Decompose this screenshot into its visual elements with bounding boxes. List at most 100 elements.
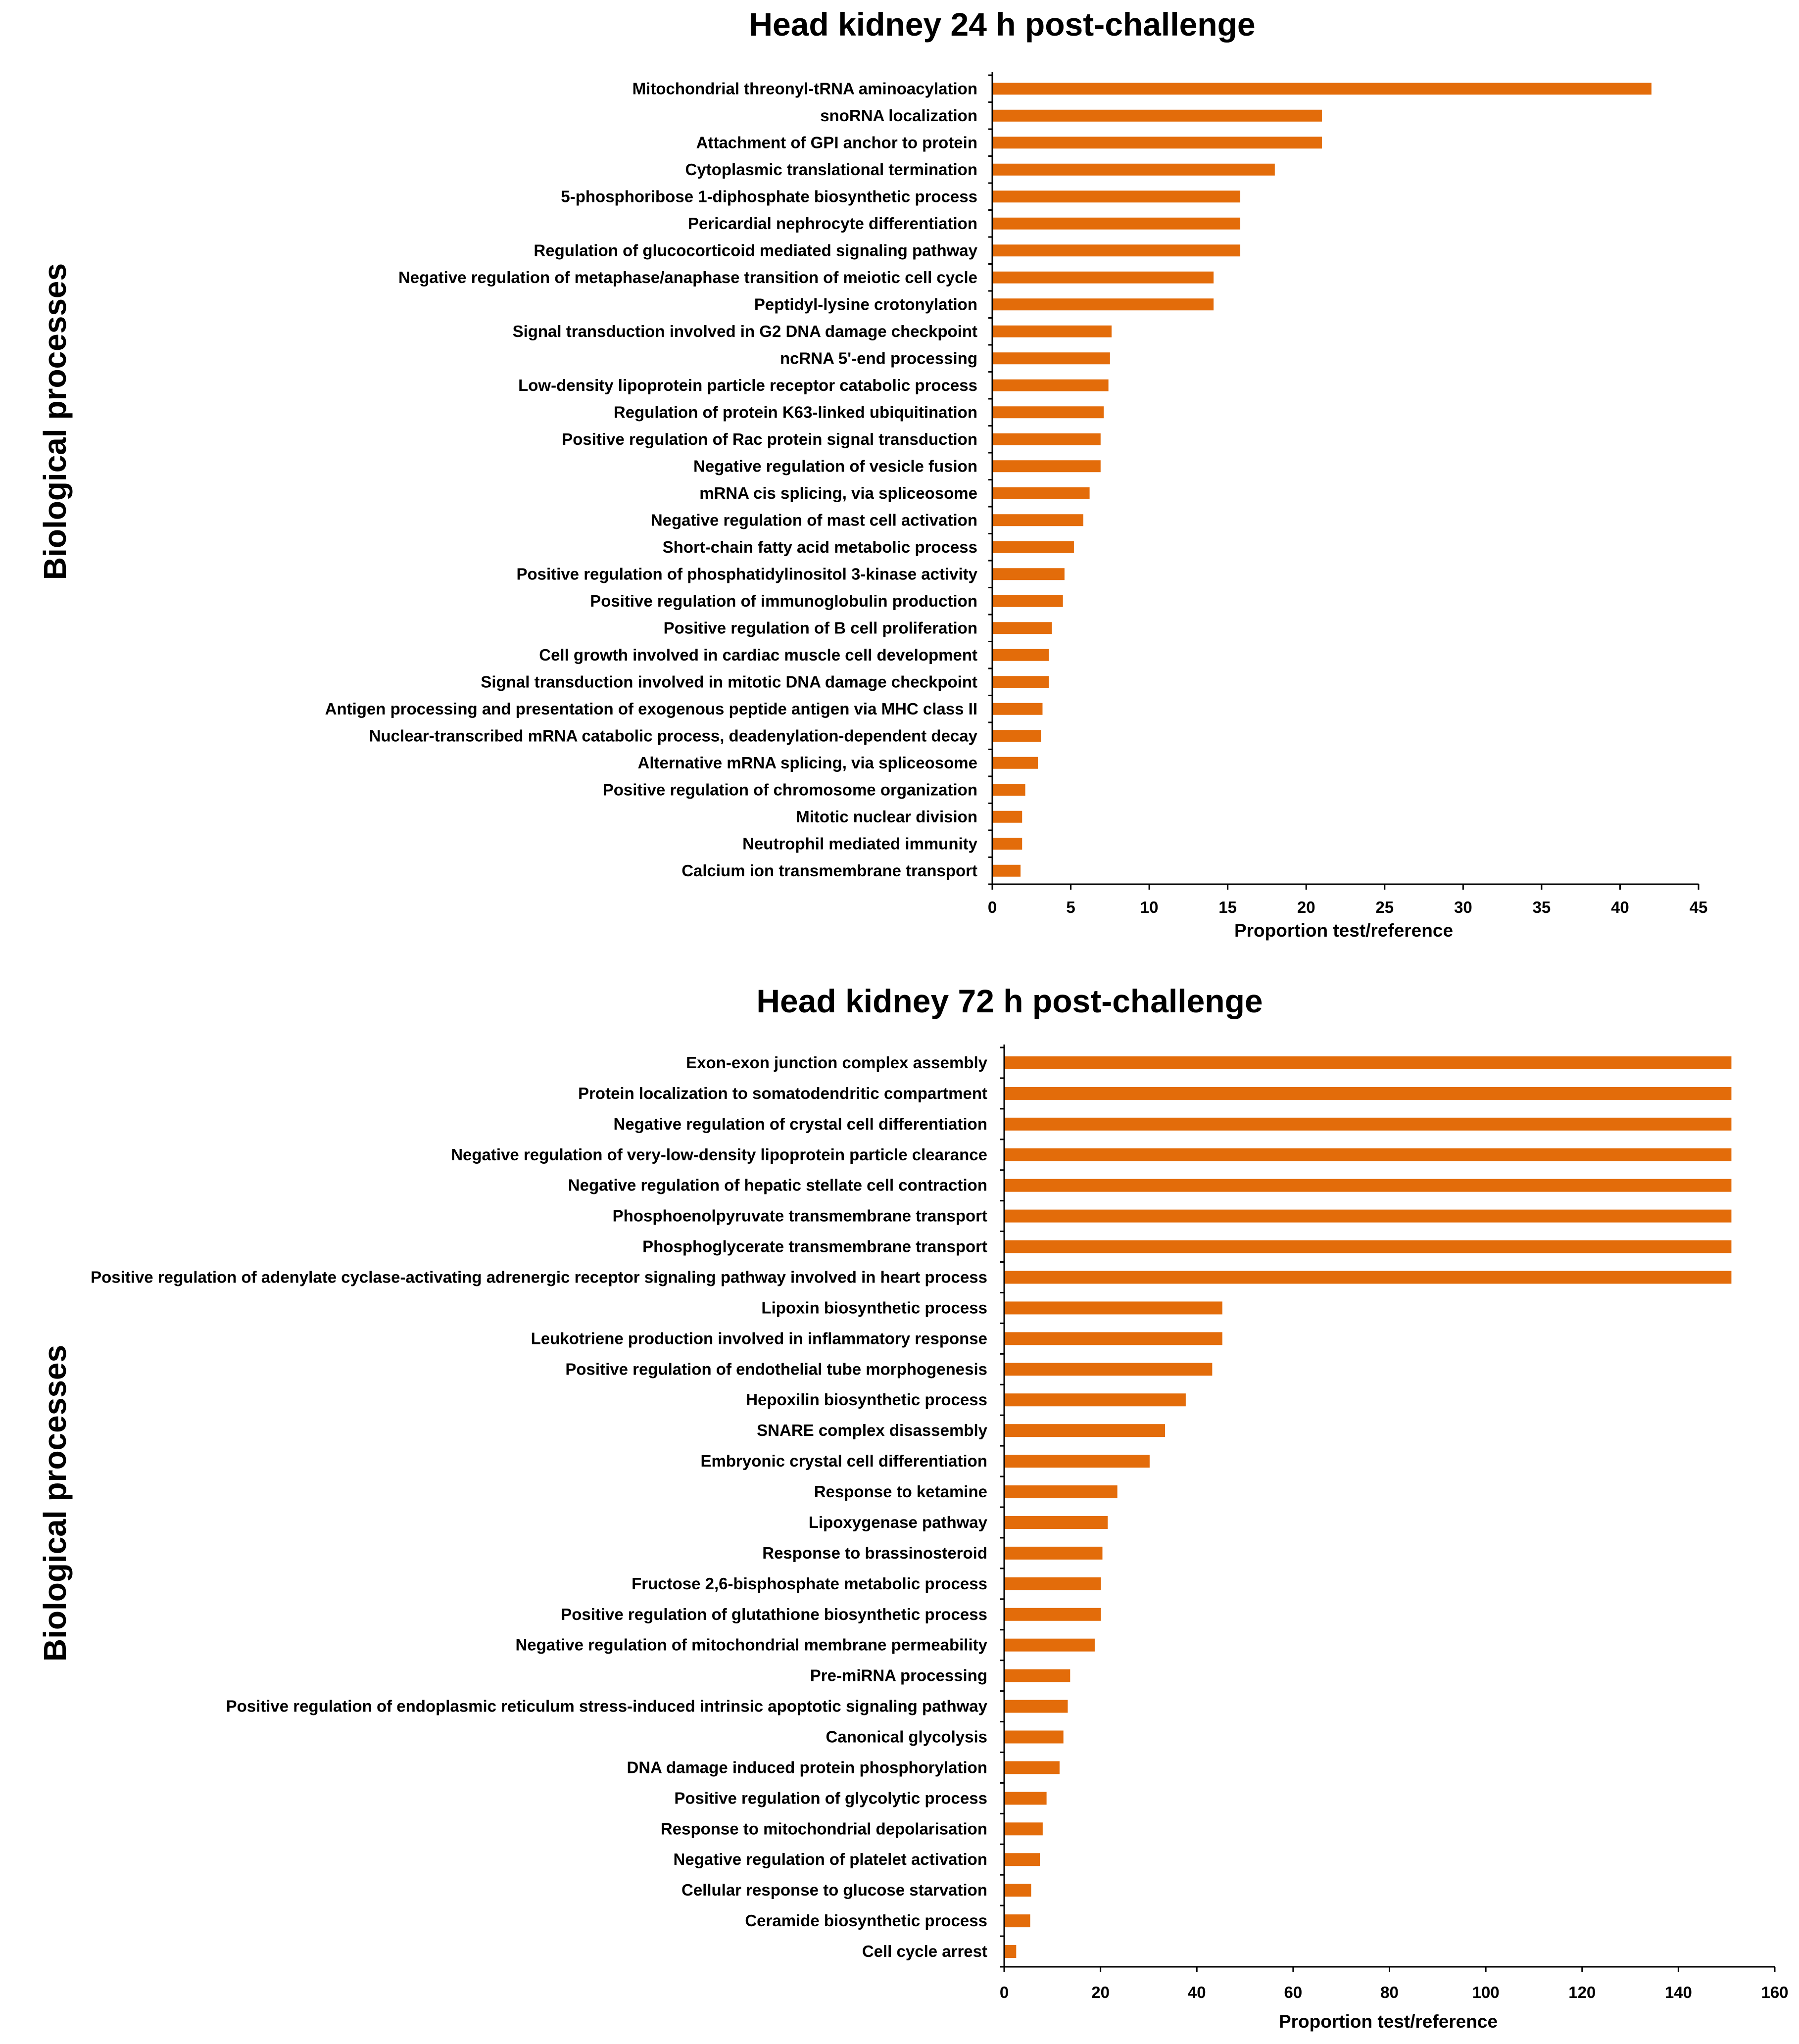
category-label: SNARE complex disassembly (757, 1421, 987, 1439)
bar (1005, 1577, 1101, 1590)
chart-panel-72h: Head kidney 72 h post-challenge Biologic… (37, 983, 1789, 2032)
bar (1005, 1240, 1732, 1253)
category-label: Negative regulation of metaphase/anaphas… (398, 268, 977, 286)
category-label: Hepoxilin biosynthetic process (746, 1390, 987, 1409)
category-label: Cellular response to glucose starvation (681, 1881, 987, 1899)
bar (1005, 1761, 1060, 1774)
x-tick-label: 20 (1297, 898, 1315, 916)
bar (993, 137, 1322, 149)
bar (993, 244, 1241, 257)
bar (1005, 1853, 1040, 1866)
category-label: Phosphoglycerate transmembrane transport (642, 1237, 987, 1256)
category-label: Mitotic nuclear division (796, 808, 977, 826)
bar (993, 622, 1052, 634)
bar (1005, 1608, 1101, 1621)
bar (1005, 1209, 1732, 1223)
bar (993, 190, 1241, 203)
bar (993, 298, 1214, 311)
x-tick-label: 120 (1568, 1983, 1596, 2001)
bar (1005, 1516, 1108, 1529)
bar (993, 325, 1112, 337)
category-label: Lipoxygenase pathway (809, 1513, 988, 1531)
x-tick-label: 100 (1472, 1983, 1500, 2001)
chart-marks: 0 20 40 60 80 100 120 140 160 Exon-exon junction … (91, 1045, 1789, 2001)
category-label: Response to brassinosteroid (762, 1544, 987, 1562)
bar (993, 757, 1038, 769)
category-label: Positive regulation of glycolytic proces… (674, 1789, 987, 1807)
bar (993, 352, 1110, 365)
bar (993, 864, 1021, 877)
category-label: Nuclear-transcribed mRNA catabolic proce… (369, 726, 978, 745)
category-label: Ceramide biosynthetic process (745, 1911, 987, 1930)
bar (993, 514, 1083, 526)
category-label: Regulation of glucocorticoid mediated si… (534, 241, 977, 259)
category-label: Positive regulation of endothelial tube … (565, 1360, 987, 1378)
bar (993, 487, 1090, 499)
x-tick-label: 40 (1611, 898, 1629, 916)
category-label: Positive regulation of adenylate cyclase… (91, 1268, 987, 1286)
x-tick-label: 140 (1665, 1983, 1692, 2001)
category-label: ncRNA 5'-end processing (780, 349, 977, 367)
bar (993, 109, 1322, 122)
category-label: Leukotriene production involved in infla… (531, 1329, 987, 1347)
bar (993, 784, 1025, 796)
category-label: Negative regulation of crystal cell diff… (613, 1115, 987, 1133)
x-tick-label: 35 (1533, 898, 1551, 916)
category-label: Response to ketamine (814, 1482, 987, 1501)
chart-title: Head kidney 72 h post-challenge (756, 983, 1263, 1019)
category-label: Positive regulation of B cell proliferat… (664, 618, 977, 637)
category-label: DNA damage induced protein phosphorylati… (627, 1758, 987, 1776)
category-label: Cytoplasmic translational termination (685, 160, 977, 179)
category-label: Pericardial nephrocyte differentiation (688, 214, 977, 233)
category-label: Regulation of protein K63-linked ubiquit… (614, 403, 977, 421)
bar (993, 568, 1065, 580)
bar (1005, 1332, 1222, 1345)
x-tick-label: 15 (1218, 898, 1237, 916)
x-tick-label: 20 (1091, 1983, 1110, 2001)
category-label: Alternative mRNA splicing, via spliceoso… (638, 754, 978, 772)
x-tick-label: 5 (1066, 898, 1075, 916)
bar (1005, 1638, 1095, 1652)
bar (1005, 1884, 1031, 1897)
bar (1005, 1945, 1017, 1958)
category-label: Mitochondrial threonyl-tRNA aminoacylati… (632, 79, 977, 97)
bar (993, 379, 1109, 391)
bar (1005, 1669, 1070, 1682)
bar (1005, 1148, 1732, 1161)
category-label: Phosphoenolpyruvate transmembrane transp… (613, 1207, 987, 1225)
bar (993, 676, 1049, 688)
x-tick-label: 80 (1380, 1983, 1399, 2001)
category-label: Protein localization to somatodendritic … (578, 1084, 987, 1102)
category-label: Lipoxin biosynthetic process (761, 1298, 987, 1317)
y-axis-label: Biological processes (37, 263, 73, 580)
x-tick-label: 60 (1284, 1983, 1303, 2001)
bar (993, 433, 1101, 445)
bar (1005, 1301, 1222, 1315)
category-label: Positive regulation of chromosome organi… (603, 780, 977, 799)
bar (993, 730, 1041, 742)
bar (1005, 1424, 1166, 1437)
y-axis-label: Biological processes (37, 1345, 73, 1662)
bar (1005, 1730, 1064, 1744)
bar (993, 406, 1104, 419)
bar (1005, 1271, 1732, 1284)
bar (1005, 1056, 1732, 1069)
chart-marks: 0 5 10 15 20 25 30 35 40 45 Mitochondrial threonyl… (325, 72, 1707, 916)
bar (993, 649, 1049, 661)
bar (993, 460, 1101, 473)
category-label: 5-phosphoribose 1-diphosphate biosynthet… (561, 187, 977, 205)
bar (1005, 1914, 1030, 1928)
bar (1005, 1485, 1118, 1499)
bar (1005, 1363, 1213, 1376)
category-label: Fructose 2,6-bisphosphate metabolic proc… (632, 1574, 987, 1593)
bar (1005, 1822, 1043, 1836)
category-label: Signal transduction involved in G2 DNA d… (513, 322, 977, 340)
bar (1005, 1700, 1068, 1713)
category-label: Positive regulation of Rac protein signa… (562, 430, 977, 448)
x-axis-label: Proportion test/reference (1279, 2011, 1498, 2032)
category-label: Response to mitochondrial depolarisation (661, 1819, 987, 1838)
bar (993, 83, 1652, 95)
bar (1005, 1117, 1732, 1131)
category-label: Calcium ion transmembrane transport (681, 861, 977, 880)
